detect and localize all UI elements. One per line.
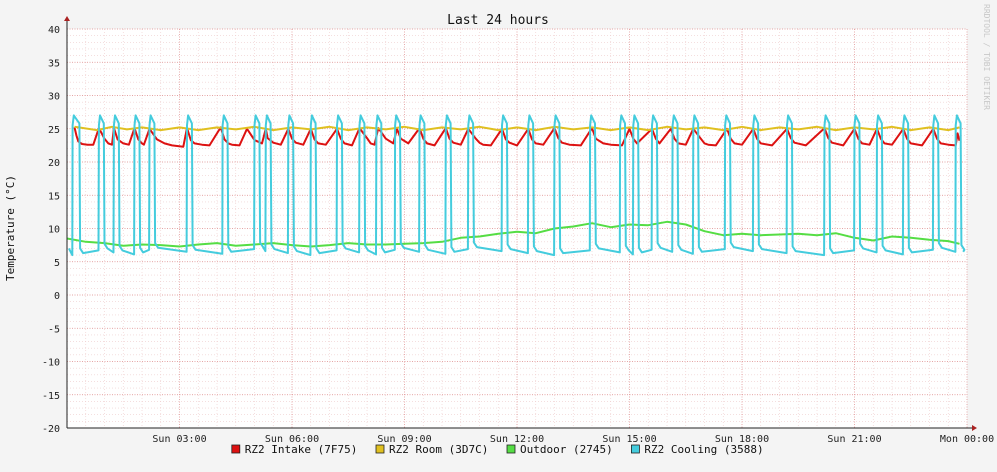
plot-area: 40 35 30 25 20 15 10 5 0 -5 -10 -15 -20 Sun 03:00 Sun …: [42, 16, 994, 445]
legend-label: RZ2 Room (3D7C): [389, 443, 488, 456]
y-tick-label: 30: [48, 92, 60, 103]
series-line-0: [73, 126, 961, 148]
x-tick-label: Sun 21:00: [827, 434, 881, 445]
y-tick-label: 40: [48, 25, 60, 36]
legend-label: RZ2 Intake (7F75): [245, 443, 358, 456]
series-line-1: [74, 125, 960, 132]
y-tick-label: -10: [42, 358, 60, 369]
legend-swatch: [506, 444, 516, 454]
chart-title: Last 24 hours: [447, 13, 549, 28]
legend: RZ2 Intake (7F75) RZ2 Room (3D7C) Outdoor …: [231, 443, 764, 456]
x-axis-arrow: [972, 425, 977, 431]
y-tick-label: -20: [42, 424, 60, 435]
legend-swatch: [375, 444, 385, 454]
x-tick-label: Sun 09:00: [377, 434, 431, 445]
legend-label: Outdoor (2745): [520, 443, 613, 456]
y-axis-arrow: [64, 16, 70, 21]
y-tick-label: 35: [48, 58, 60, 69]
x-tick-label: Sun 12:00: [490, 434, 544, 445]
x-tick-label: Sun 15:00: [602, 434, 656, 445]
y-tick-label: 5: [54, 258, 60, 269]
x-tick-label: Sun 18:00: [715, 434, 769, 445]
y-tick-label: 20: [48, 158, 60, 169]
y-tick-label: 10: [48, 225, 60, 236]
series-line-2: [66, 220, 960, 248]
x-tick-label: Sun 03:00: [152, 434, 206, 445]
y-axis-label: Temperature (°C): [4, 175, 17, 281]
watermark-text: RRDTOOL / TOBI OETIKER: [982, 4, 991, 110]
legend-swatch: [631, 444, 640, 454]
y-tick-label: -5: [48, 324, 60, 335]
legend-label: RZ2 Cooling (3588): [644, 443, 763, 456]
x-tick-label: Sun 06:00: [265, 434, 319, 445]
y-tick-label: 0: [54, 291, 60, 302]
legend-swatch: [231, 444, 241, 454]
series-line-3: [68, 114, 966, 257]
x-tick-label: Mon 00:00: [940, 434, 994, 445]
y-tick-label: 15: [48, 191, 60, 202]
y-tick-label: -15: [42, 391, 60, 402]
y-tick-label: 25: [48, 125, 60, 136]
